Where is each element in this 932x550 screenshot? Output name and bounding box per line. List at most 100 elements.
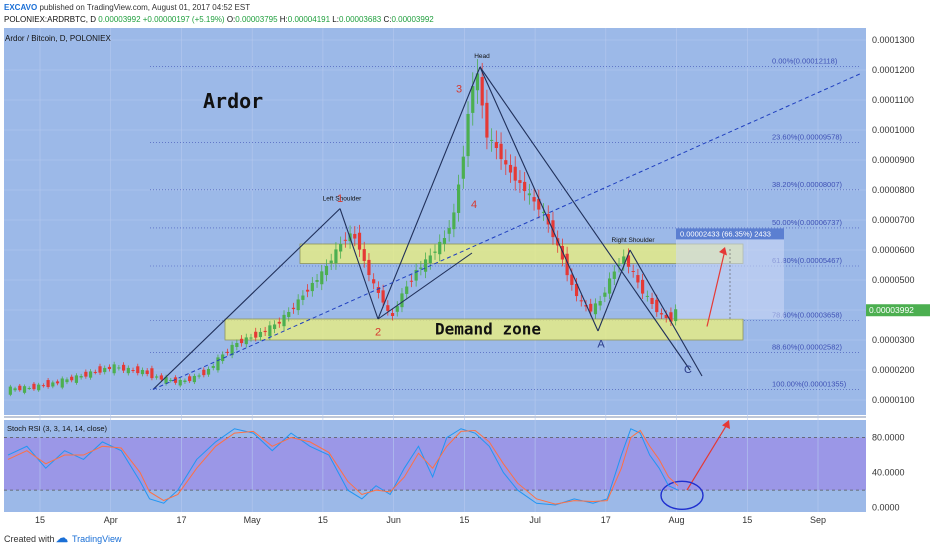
chart-title: Ardor / Bitcoin, D, POLONIEX <box>5 34 111 43</box>
candle-body <box>249 337 253 339</box>
candle-body <box>527 193 531 196</box>
candle-body <box>60 378 64 388</box>
x-tick-label: Jul <box>529 515 541 525</box>
candle-body <box>37 384 41 391</box>
candle-body <box>155 376 159 378</box>
candle-body <box>93 371 97 373</box>
candle-body <box>51 382 55 387</box>
open-value: 0.00003795 <box>235 15 278 24</box>
candle-body <box>173 377 178 383</box>
pattern-line <box>377 66 481 320</box>
candle-body <box>282 314 286 327</box>
high-label: H: <box>279 15 288 24</box>
candle-body <box>414 269 418 281</box>
close-value: 0.00003992 <box>391 15 434 24</box>
candle-body <box>645 295 649 297</box>
candle-body <box>579 300 583 302</box>
candle-body <box>423 259 428 272</box>
x-tick-label: May <box>244 515 262 525</box>
symbol-name: POLONIEX:ARDRBTC, D <box>4 15 97 24</box>
y-tick-label: 0.0001100 <box>872 95 914 105</box>
author-name[interactable]: EXCAVO <box>4 3 38 12</box>
candle-body <box>357 232 362 250</box>
close-label: C: <box>383 15 392 24</box>
candle-body <box>447 228 451 234</box>
candle-body <box>65 379 69 383</box>
candle-body <box>136 366 140 374</box>
fib-level-label: 38.20%(0.00008007) <box>772 180 843 189</box>
candle-body <box>192 375 196 383</box>
fib-level-label: 23.60%(0.00009578) <box>772 133 843 142</box>
candle-body <box>84 371 88 377</box>
stoch-tick-label: 40.0000 <box>872 468 905 478</box>
candle-body <box>508 164 513 173</box>
candle-body <box>202 369 206 376</box>
candle-body <box>456 184 461 213</box>
bullish-arrow <box>706 249 726 327</box>
candle-body <box>272 324 277 330</box>
candle-body <box>183 380 187 382</box>
last-price-marker-label: 0.00003992 <box>869 305 914 315</box>
fib-level-label: 100.00%(0.00001355) <box>772 379 847 388</box>
price-chart[interactable]: 15 Apr 17 May 15 Jun 15 Jul 17 Aug 15 Sep 0.0001300 0… <box>0 0 932 528</box>
candle-body <box>235 343 239 347</box>
stoch-bullish-arrow <box>686 424 728 491</box>
candle-body <box>32 383 36 390</box>
open-label: O: <box>226 15 236 24</box>
y-tick-label: 0.0000800 <box>872 185 915 195</box>
y-tick-label: 0.0001000 <box>872 125 915 135</box>
candle-body <box>164 376 168 384</box>
candle-body <box>18 385 22 391</box>
candle-body <box>617 264 621 266</box>
candle-body <box>324 265 329 276</box>
stoch-title: Stoch RSI (3, 3, 14, 14, close) <box>7 424 108 433</box>
candle-body <box>485 102 489 138</box>
candle-body <box>438 241 442 255</box>
candle-body <box>589 303 593 312</box>
last-price: 0.00003992 <box>98 15 141 24</box>
stoch-tick-label: 80.0000 <box>872 433 905 443</box>
main-pane-background <box>4 28 866 415</box>
candle-body <box>258 331 263 338</box>
candle-body <box>320 271 324 285</box>
stoch-k-line <box>7 428 679 506</box>
footer: Created with ☁ TradingView <box>0 528 932 550</box>
candle-body <box>230 344 234 356</box>
pattern-line <box>629 249 703 377</box>
target-box-label: 0.00002433 (66.35%) 2433 <box>680 229 771 238</box>
candle-body <box>419 267 423 269</box>
candle-body <box>103 367 107 373</box>
demand-zone-label: Demand zone <box>435 320 541 339</box>
candle-body <box>584 305 588 307</box>
x-tick-label: Sep <box>810 515 826 525</box>
pattern-line <box>339 208 379 320</box>
candle-body <box>471 86 475 113</box>
wave-label: 2 <box>375 327 381 339</box>
candle-body <box>178 379 182 386</box>
candle-body <box>574 283 579 297</box>
fib-trend-dashed-line <box>152 72 863 390</box>
wave-label: 1 <box>337 193 343 205</box>
candle-body <box>532 197 536 202</box>
candle-body <box>41 385 45 387</box>
pattern-line <box>479 66 599 332</box>
candle-body <box>221 354 225 362</box>
fib-level-label: 61.80%(0.00005467) <box>772 256 843 265</box>
candle-body <box>301 295 305 300</box>
published-text: published on TradingView.com, August 01,… <box>39 3 251 12</box>
candle-body <box>225 351 230 353</box>
candle-body <box>664 314 668 319</box>
y-tick-label: 0.0000700 <box>872 215 915 225</box>
candle-body <box>98 366 102 373</box>
candle-body <box>126 367 130 374</box>
stoch-highlight-circle <box>660 480 704 511</box>
footer-brand[interactable]: TradingView <box>72 534 122 544</box>
candle-body <box>376 287 380 293</box>
candle-body <box>669 312 673 322</box>
candle-body <box>475 73 480 91</box>
candle-body <box>622 256 626 265</box>
stoch-bullish-arrow-head <box>722 420 730 430</box>
publish-line: EXCAVO published on TradingView.com, Aug… <box>4 3 250 12</box>
candle-body <box>570 274 574 285</box>
